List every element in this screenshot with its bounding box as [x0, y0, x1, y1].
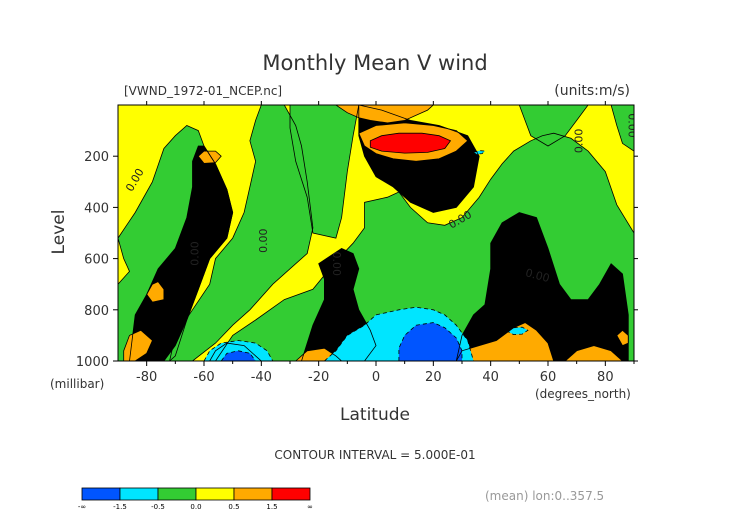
colorbar-label-2: -0.5 [151, 503, 165, 511]
region-orange-4-8 [616, 330, 629, 346]
colorbar-label-0: -∞ [78, 503, 86, 511]
region-orange-4-3 [123, 330, 153, 361]
x-axis-label: Latitude [340, 405, 410, 425]
contour-label-7: 0.00 [625, 113, 638, 138]
contour-line-0-1 [215, 132, 634, 361]
contour-line-4-6 [455, 322, 555, 361]
contour-label-1: 0.00 [188, 241, 201, 265]
contour-line-4-2 [146, 281, 165, 303]
y-tick-label-4: 1000 [76, 355, 109, 370]
colorbar-swatch-0 [81, 487, 121, 501]
x-tick-label-1: -60 [193, 370, 214, 385]
plot-area: 0.000.000.000.000.000.000.000.00 [118, 105, 638, 361]
contour-line-2-0 [129, 145, 234, 361]
x-tick-label-0: -80 [136, 370, 157, 385]
colorbar-swatch-3 [195, 487, 235, 501]
region-orange-4-6 [456, 322, 554, 361]
contour-line-6-1 [203, 340, 274, 361]
colorbar-label-3: 0.0 [190, 503, 201, 511]
chart-title: Monthly Mean V wind [262, 51, 487, 75]
x-tick-label-4: 0 [372, 370, 380, 385]
contour-line-4-5 [295, 347, 343, 361]
contour-line-4-7 [564, 345, 624, 361]
contour-label-2: 0.00 [257, 228, 270, 253]
contour-line-4-0 [358, 122, 469, 162]
colorbar-swatch-1 [119, 487, 159, 501]
footer-text: (mean) lon:0..357.5 [485, 489, 604, 503]
contour-label-5: 0.00 [524, 266, 551, 285]
y-tick-label-2: 600 [84, 253, 109, 268]
contour-line-1-2 [518, 105, 589, 147]
region-orange-4-7 [565, 345, 623, 361]
region-cyan-6-2 [507, 327, 528, 335]
colorbar-swatch-4 [233, 487, 273, 501]
contour-line-6-0 [323, 306, 474, 361]
x-tick-label-5: 20 [425, 370, 442, 385]
colorbar-label-6: ∞ [307, 503, 313, 511]
contour-line-1-1 [289, 105, 360, 239]
region-yellow-2-2 [456, 212, 629, 361]
y-tick-label-0: 200 [84, 150, 109, 165]
contour-label-3: 0.00 [330, 251, 343, 276]
x-tick-label-7: 60 [540, 370, 557, 385]
contour-interval-text: CONTOUR INTERVAL = 5.000E-01 [274, 448, 475, 462]
region-blue-7-1 [221, 350, 256, 361]
region-green-1-0 [169, 105, 313, 361]
y-tick-label-3: 800 [84, 304, 109, 319]
file-label: [VWND_1972-01_NCEP.nc] [124, 84, 282, 98]
contour-line-7-0 [398, 322, 463, 361]
region-blue-7-0 [398, 322, 462, 361]
colorbar-label-4: 0.5 [228, 503, 239, 511]
region-green-1-1 [290, 105, 359, 239]
contour-line-2-1 [301, 247, 377, 361]
colorbar-swatch-2 [157, 487, 197, 501]
contour-line-5-0 [369, 132, 452, 154]
colorbar: -∞ -1.5 -0.5 0.0 0.5 1.5 ∞ [78, 487, 313, 511]
region-green-1-2 [519, 105, 589, 146]
contour-line-2-3 [358, 105, 480, 213]
region-red-5-0 [370, 133, 451, 154]
y-axis-label: Level [49, 210, 69, 255]
contour-line-2-2 [455, 212, 629, 361]
x-tick-label-8: 80 [597, 370, 614, 385]
colorbar-swatch-5 [271, 487, 311, 501]
region-yellow-2-0 [129, 146, 233, 361]
region-green-1-3 [611, 105, 634, 152]
contour-line-4-4 [209, 342, 262, 361]
contour-line-4-8 [616, 329, 629, 347]
y-tick-label-1: 400 [84, 201, 109, 216]
units-label: (units:m/s) [554, 83, 630, 99]
y-units-label: (millibar) [50, 377, 104, 391]
colorbar-label-5: 1.5 [266, 503, 277, 511]
contour-line-1-0 [169, 105, 314, 361]
colorbar-label-1: -1.5 [113, 503, 127, 511]
x-units-label: (degrees_north) [535, 387, 631, 401]
x-tick-label-6: 40 [482, 370, 499, 385]
contour-label-6: 0.00 [572, 129, 585, 154]
contour-line-4-3 [123, 329, 153, 361]
contour-line-6-3 [472, 150, 486, 155]
contour-line-1-3 [610, 105, 634, 152]
contour-line-3-0 [335, 105, 434, 124]
region-orange-4-1 [198, 151, 222, 164]
contour-line-7-1 [220, 350, 257, 361]
x-tick-label-3: -20 [308, 370, 329, 385]
x-tick-label-2: -40 [251, 370, 272, 385]
contour-line-4-1 [197, 150, 222, 164]
contour-line-6-2 [507, 326, 529, 336]
